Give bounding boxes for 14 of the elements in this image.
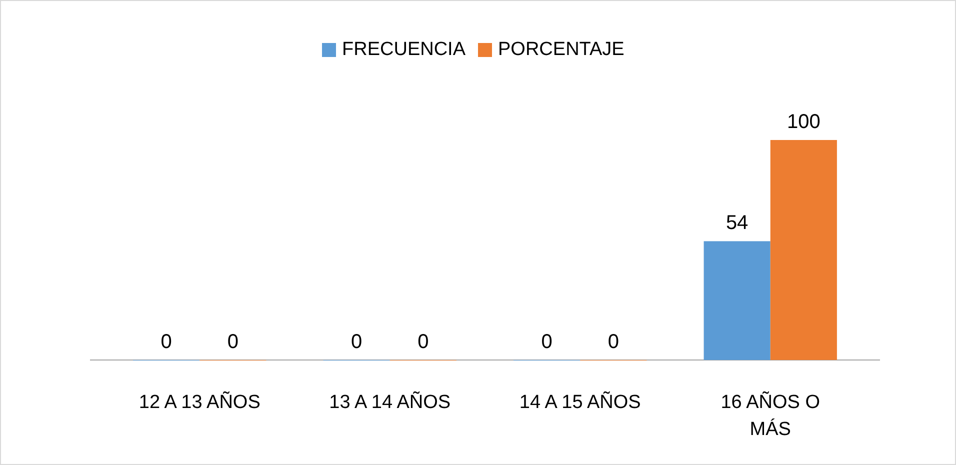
x-tick-label: 14 A 15 AÑOS	[519, 391, 641, 413]
data-label: 0	[351, 331, 362, 353]
data-label: 0	[541, 331, 552, 353]
data-label: 0	[227, 331, 238, 353]
data-label: 54	[726, 212, 748, 234]
legend-label: PORCENTAJE	[498, 39, 624, 60]
legend-label: FRECUENCIA	[342, 39, 466, 60]
x-tick-label: 16 AÑOS O MÁS	[720, 391, 820, 440]
data-label: 0	[418, 331, 429, 353]
x-tick-label: 12 A 13 AÑOS	[138, 391, 260, 413]
data-label: 0	[608, 331, 619, 353]
x-tick-label: 13 A 14 AÑOS	[329, 391, 451, 413]
data-label: 0	[160, 331, 172, 353]
data-label: 100	[786, 111, 820, 133]
